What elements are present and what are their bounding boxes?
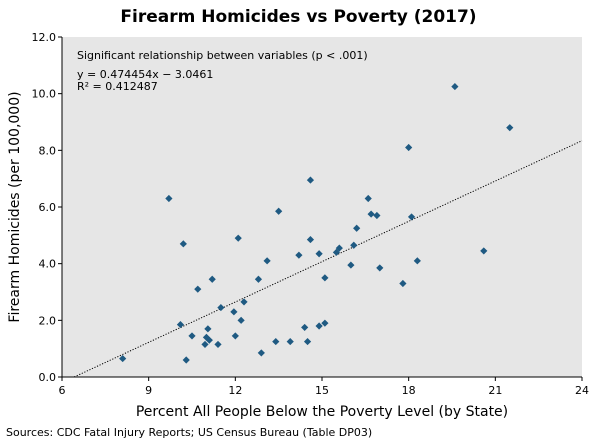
data-point <box>217 303 225 312</box>
data-point <box>306 235 315 244</box>
data-point <box>234 234 242 242</box>
data-point <box>295 251 303 259</box>
data-point <box>399 279 407 288</box>
data-point <box>451 82 459 91</box>
x-tick-label: 9 <box>145 384 152 397</box>
data-point <box>176 320 185 329</box>
data-point <box>364 194 372 203</box>
y-tick-label: 8.0 <box>39 144 57 157</box>
data-point <box>231 332 239 340</box>
data-point <box>353 224 361 232</box>
x-axis-label: Percent All People Below the Poverty Lev… <box>136 404 508 420</box>
y-tick-label: 4.0 <box>39 258 57 271</box>
data-point <box>237 316 245 324</box>
r-squared-annotation: R² = 0.412487 <box>77 80 158 93</box>
data-point <box>201 340 209 349</box>
data-point <box>367 210 375 218</box>
x-tick-label: 12 <box>228 384 242 397</box>
data-point <box>182 356 190 364</box>
data-point <box>350 241 358 249</box>
y-tick-label: 0.0 <box>39 371 57 384</box>
y-tick-label: 6.0 <box>39 201 57 214</box>
data-point <box>286 337 294 346</box>
x-tick-label: 6 <box>59 384 66 397</box>
significance-annotation: Significant relationship between variabl… <box>77 49 368 62</box>
x-tick-label: 18 <box>402 384 416 397</box>
data-point <box>376 264 384 272</box>
chart-title: Firearm Homicides vs Poverty (2017) <box>120 7 476 27</box>
data-point <box>230 308 238 316</box>
data-point <box>194 285 202 293</box>
y-tick-label: 10.0 <box>32 88 57 101</box>
data-point <box>254 275 263 283</box>
data-point <box>303 337 312 346</box>
y-tick-label: 12.0 <box>32 31 57 44</box>
data-point <box>373 211 381 220</box>
x-tick-label: 21 <box>488 384 502 397</box>
data-point <box>188 332 196 340</box>
data-point <box>214 340 222 349</box>
data-point <box>257 349 265 357</box>
data-point <box>275 207 283 215</box>
data-point <box>506 124 514 132</box>
data-point <box>263 257 271 265</box>
data-point <box>204 325 212 333</box>
data-point <box>321 319 329 327</box>
data-point <box>119 354 127 363</box>
data-point <box>165 194 173 203</box>
source-note: Sources: CDC Fatal Injury Reports; US Ce… <box>6 426 372 439</box>
plot-area <box>62 37 582 377</box>
data-point <box>321 274 329 282</box>
x-tick-label: 15 <box>315 384 329 397</box>
data-point <box>480 247 488 255</box>
data-point <box>240 298 248 306</box>
data-point <box>208 275 216 283</box>
y-axis-label: Firearm Homicides (per 100,000) <box>7 91 23 322</box>
data-point <box>301 323 309 332</box>
data-point <box>306 176 315 184</box>
data-point <box>335 244 343 252</box>
x-tick-label: 24 <box>575 384 589 397</box>
data-point <box>407 213 416 221</box>
data-point <box>405 143 413 152</box>
data-point <box>205 336 213 344</box>
data-point <box>315 322 323 330</box>
data-point <box>272 337 280 346</box>
data-point <box>347 261 355 269</box>
data-point <box>413 257 421 265</box>
data-point <box>179 240 187 248</box>
y-tick-label: 2.0 <box>39 314 57 327</box>
regression-equation: y = 0.474454x − 3.0461 <box>77 68 213 81</box>
data-point <box>315 250 323 258</box>
trend-line <box>73 140 583 378</box>
